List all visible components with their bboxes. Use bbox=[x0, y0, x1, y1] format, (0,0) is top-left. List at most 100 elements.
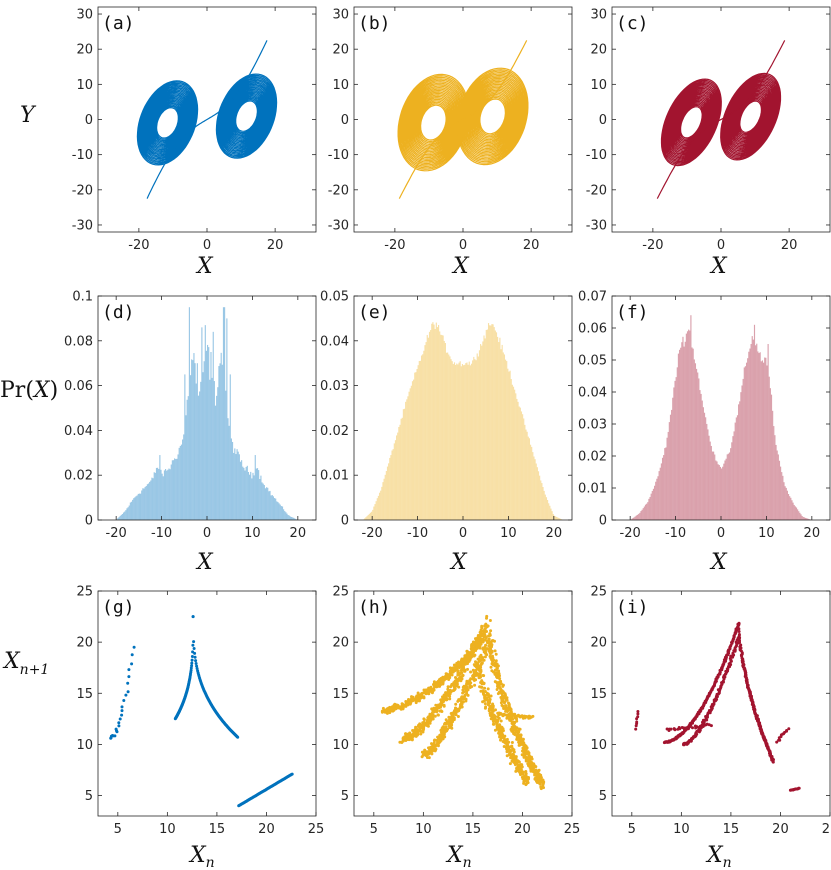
ytick-label-f: 0.02 bbox=[578, 450, 607, 465]
point-h-2 bbox=[464, 697, 468, 701]
point-h-3 bbox=[518, 741, 522, 745]
attractor-transit bbox=[146, 40, 268, 199]
bar-d bbox=[286, 513, 288, 520]
point-h-0 bbox=[448, 666, 452, 670]
point-h-5 bbox=[519, 714, 523, 718]
point-h-3 bbox=[515, 733, 519, 737]
bar-f bbox=[673, 387, 675, 520]
bar-e bbox=[369, 512, 372, 520]
bar-d bbox=[228, 425, 230, 520]
bar-f bbox=[663, 455, 665, 520]
bar-f bbox=[656, 478, 658, 520]
point-h-3 bbox=[489, 665, 493, 669]
ytick-label-e: 0 bbox=[341, 514, 349, 529]
point-h-3 bbox=[514, 728, 518, 732]
bar-f bbox=[797, 509, 799, 520]
point-h-3 bbox=[489, 640, 492, 644]
point-g-0 bbox=[132, 645, 136, 649]
point-h-4 bbox=[494, 708, 497, 712]
point-h-1 bbox=[441, 700, 444, 704]
bar-f bbox=[672, 397, 674, 520]
panel-i: 5 10 15 20 25 5 10 15 20 25 (i) bbox=[590, 585, 831, 838]
bar-f bbox=[726, 454, 728, 520]
bar-d bbox=[273, 498, 276, 520]
bar-e bbox=[550, 508, 552, 520]
bar-f bbox=[643, 506, 645, 520]
bar-f bbox=[691, 347, 693, 520]
bar-d bbox=[141, 490, 143, 520]
bar-f bbox=[693, 359, 695, 520]
bar-e bbox=[491, 324, 493, 520]
xtick-label-a: 0 bbox=[203, 238, 211, 253]
bar-e bbox=[436, 327, 439, 520]
point-h-1 bbox=[456, 677, 460, 681]
bar-e bbox=[469, 365, 471, 520]
bar-e bbox=[547, 500, 549, 520]
bar-e bbox=[484, 338, 486, 520]
point-h-1 bbox=[418, 724, 422, 728]
bar-d bbox=[250, 471, 252, 520]
bar-e bbox=[408, 391, 410, 520]
panel-g: 5 10 15 20 25 5 10 15 20 25 (g) bbox=[76, 585, 324, 838]
xtick-label-g: 25 bbox=[308, 822, 325, 837]
point-h-0 bbox=[445, 672, 448, 676]
point-h-2 bbox=[452, 709, 456, 713]
xlabel-g: Xn bbox=[188, 843, 215, 870]
bar-e bbox=[410, 385, 412, 520]
point-i-2 bbox=[737, 621, 741, 625]
ytick-label-e: 0.03 bbox=[320, 379, 349, 394]
bar-f bbox=[739, 401, 741, 520]
bar-f bbox=[692, 348, 694, 520]
bar-e bbox=[557, 517, 559, 520]
point-h-2 bbox=[461, 691, 465, 695]
point-g-0 bbox=[126, 690, 130, 694]
point-h-1 bbox=[461, 664, 465, 668]
bar-d bbox=[125, 510, 127, 520]
bar-d bbox=[128, 505, 130, 520]
point-g-2 bbox=[236, 735, 240, 739]
bar-f bbox=[775, 444, 777, 520]
bar-e bbox=[467, 364, 469, 520]
xtick-label-e: -20 bbox=[362, 526, 383, 541]
bar-d bbox=[195, 383, 197, 520]
xlabel-g-var: X bbox=[188, 843, 207, 868]
point-h-2 bbox=[465, 682, 469, 686]
bar-d bbox=[269, 490, 271, 520]
point-h-3 bbox=[485, 616, 488, 620]
point-h-1 bbox=[408, 735, 412, 739]
bar-f bbox=[680, 347, 682, 520]
point-h-3 bbox=[515, 737, 519, 741]
bar-e bbox=[556, 516, 558, 520]
bar-d bbox=[155, 467, 158, 520]
bar-e bbox=[473, 356, 475, 520]
xtick-label-b: 20 bbox=[523, 238, 540, 253]
ytick-label-i: 20 bbox=[590, 636, 607, 651]
bar-d bbox=[295, 519, 297, 520]
point-h-4 bbox=[486, 700, 490, 704]
point-h-4 bbox=[481, 689, 485, 693]
bar-f bbox=[744, 366, 746, 520]
bar-d bbox=[289, 516, 292, 520]
point-g-0 bbox=[113, 734, 117, 738]
bar-e bbox=[411, 381, 414, 520]
bar-d bbox=[196, 363, 198, 520]
point-h-3 bbox=[537, 774, 541, 778]
bar-f bbox=[784, 486, 786, 520]
point-h-3 bbox=[485, 639, 489, 643]
bar-d bbox=[212, 331, 214, 520]
point-h-4 bbox=[478, 675, 482, 679]
point-h-2 bbox=[466, 693, 470, 697]
point-h-1 bbox=[404, 739, 408, 742]
point-h-4 bbox=[476, 661, 480, 665]
bar-d bbox=[287, 515, 289, 520]
bar-d bbox=[184, 374, 186, 520]
bar-e bbox=[402, 409, 404, 520]
point-h-3 bbox=[502, 707, 506, 710]
ytick-label-g: 25 bbox=[76, 585, 93, 600]
bar-d bbox=[191, 359, 193, 520]
bar-d bbox=[279, 504, 281, 520]
bar-e bbox=[419, 360, 421, 520]
point-g-1 bbox=[190, 658, 194, 662]
bar-e bbox=[422, 354, 424, 520]
ytick-label-c: 0 bbox=[599, 113, 607, 128]
